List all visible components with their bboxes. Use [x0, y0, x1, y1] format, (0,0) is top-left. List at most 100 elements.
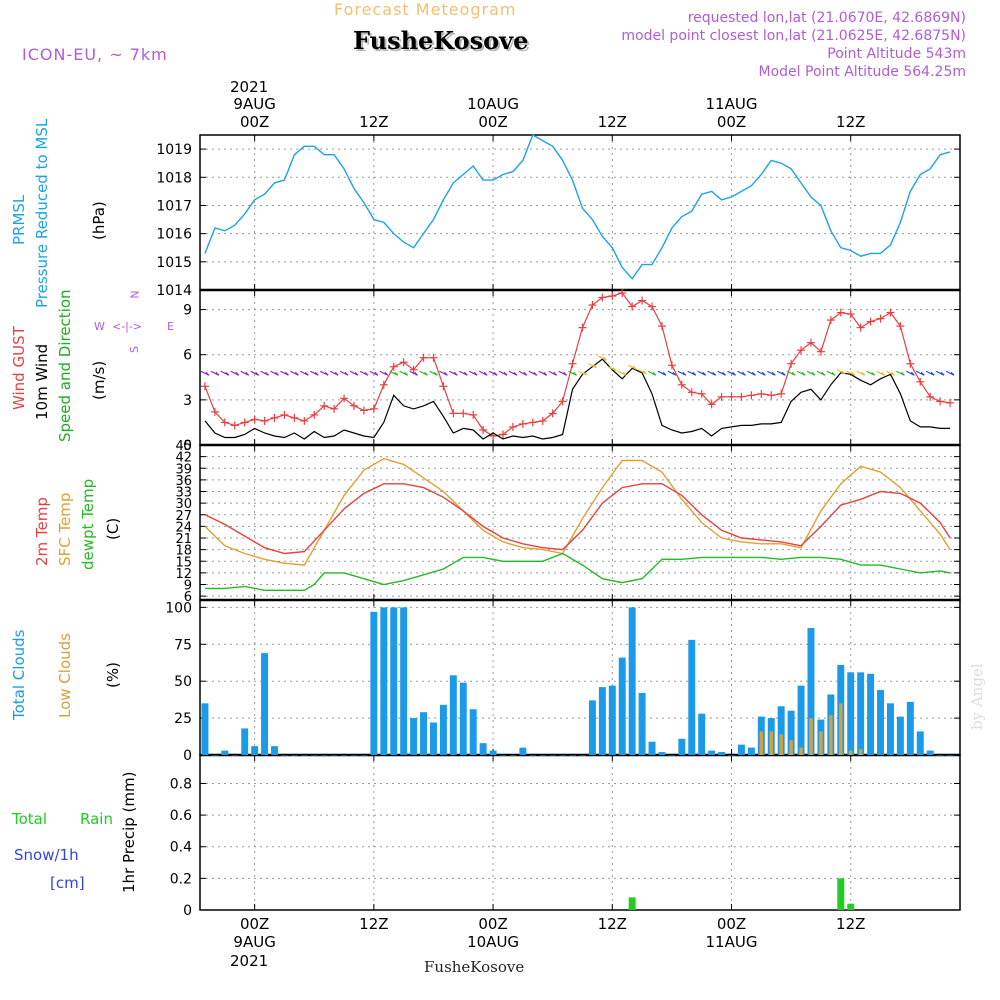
- ytick-label: 50: [174, 674, 192, 690]
- wind-direction-arrow: [563, 371, 568, 376]
- bottom-date-label: 11AUG: [706, 933, 758, 951]
- wind-direction-arrow: [742, 371, 746, 376]
- total-cloud-bar: [658, 752, 666, 755]
- top-time-label: 12Z: [836, 113, 865, 131]
- rain-bar: [628, 897, 636, 910]
- total-cloud-bar: [459, 682, 467, 755]
- precip-snow-unit: [cm]: [50, 874, 85, 892]
- low-cloud-bar: [809, 718, 813, 755]
- wind-direction-arrow: [662, 371, 667, 376]
- total-cloud-bar: [310, 755, 318, 756]
- top-date-label: 11AUG: [706, 95, 758, 113]
- bottom-time-label: 00Z: [717, 915, 746, 933]
- total-cloud-bar: [300, 755, 308, 756]
- top-date-label: 9AUG: [233, 95, 275, 113]
- wind-direction-arrow: [910, 371, 915, 376]
- total-cloud-bar: [569, 755, 577, 756]
- total-cloud-bar: [290, 755, 298, 756]
- low-cloud-bar: [858, 749, 863, 755]
- total-cloud-bar: [320, 755, 328, 756]
- wind-direction-arrow: [811, 371, 816, 376]
- total-cloud-bar: [519, 747, 527, 755]
- wind-direction-arrow: [324, 371, 329, 376]
- ytick-label: 1016: [156, 227, 192, 243]
- total-cloud-bar: [896, 716, 904, 755]
- total-cloud-bar: [271, 746, 278, 755]
- compass-e: E: [167, 320, 174, 333]
- total-cloud-bar: [479, 743, 487, 755]
- requested-coords: requested lon,lat (21.0670E, 42.6869N): [687, 10, 966, 26]
- wind-direction-arrow: [920, 371, 925, 376]
- total-cloud-bar: [886, 703, 894, 755]
- ytick-label: 6: [184, 590, 192, 605]
- wind-direction-arrow: [712, 371, 717, 376]
- wind-direction-arrow: [930, 371, 935, 376]
- model-altitude: Model Point Altitude 564.25m: [758, 64, 966, 80]
- ytick-label: 0.8: [170, 776, 192, 792]
- ytick-label: 15: [175, 555, 192, 570]
- meteogram-subtitle: Forecast Meteogram: [334, 0, 517, 19]
- total-cloud-bar: [370, 611, 378, 755]
- total-cloud-bar: [718, 752, 726, 755]
- wind-direction-arrow: [434, 371, 438, 376]
- total-cloud-bar: [688, 639, 696, 755]
- wind-direction-arrow: [215, 371, 220, 376]
- wind-direction-arrow: [821, 371, 826, 376]
- panel-frame: [199, 599, 961, 756]
- wind-direction-arrow: [791, 371, 796, 376]
- ytick-label: 25: [174, 711, 192, 727]
- total-cloud-bar: [857, 672, 865, 755]
- wind-direction-arrow: [334, 371, 339, 376]
- bottom-date-label: 9AUG: [233, 933, 275, 951]
- wind-direction-arrow: [612, 367, 617, 372]
- total-cloud-bar: [807, 628, 815, 755]
- total-cloud-bar: [380, 607, 388, 755]
- wind-direction-arrow: [622, 371, 627, 376]
- ytick-label: 0.2: [170, 871, 192, 887]
- ytick-label: 12: [175, 567, 192, 582]
- ytick-label: 3: [183, 393, 192, 409]
- ytick-label: 1015: [156, 255, 192, 271]
- total-cloud-bar: [400, 607, 408, 755]
- wind-direction-arrow: [314, 371, 319, 376]
- total-cloud-bar: [797, 685, 805, 755]
- total-cloud-bar: [420, 712, 428, 755]
- total-cloud-bar: [211, 755, 219, 756]
- total-cloud-bar: [787, 710, 795, 755]
- total-cloud-bar: [628, 607, 636, 755]
- top-time-label: 12Z: [359, 113, 388, 131]
- wind-direction-arrow: [503, 371, 508, 376]
- wind-direction-arrow: [553, 371, 558, 376]
- low-cloud-bar: [759, 731, 764, 755]
- ytick-label: 27: [175, 509, 192, 524]
- wind-direction-arrow: [861, 371, 866, 376]
- total-cloud-bar: [350, 755, 358, 756]
- total-cloud-bar: [698, 713, 706, 755]
- wind-direction-arrow: [443, 371, 448, 376]
- total-cloud-bar: [469, 709, 477, 755]
- total-cloud-bar: [330, 755, 338, 756]
- wind-direction-arrow: [751, 371, 756, 376]
- total-cloud-bar: [867, 673, 875, 755]
- station-title: FusheKosove: [353, 26, 529, 55]
- wind-direction-arrow: [473, 371, 478, 376]
- ytick-label: 0: [183, 748, 192, 764]
- total-cloud-bar: [261, 653, 269, 755]
- total-cloud-bar: [439, 704, 447, 755]
- wind-direction-arrow: [573, 371, 577, 376]
- footer-station: FusheKosove: [424, 958, 525, 976]
- total-cloud-bar: [847, 672, 855, 755]
- wind-direction-arrow: [632, 365, 637, 370]
- gust-line: [204, 292, 951, 437]
- wind-direction-arrow: [275, 371, 279, 376]
- ytick-label: 1019: [156, 142, 192, 158]
- total-cloud-bar: [390, 607, 398, 755]
- wind-direction-arrow: [682, 371, 687, 376]
- panel-frame: [199, 754, 961, 911]
- wind-direction-arrow: [871, 371, 876, 376]
- ytick-label: 0: [183, 903, 192, 919]
- ytick-label: 1017: [156, 198, 192, 214]
- wind-direction-arrow: [493, 371, 498, 376]
